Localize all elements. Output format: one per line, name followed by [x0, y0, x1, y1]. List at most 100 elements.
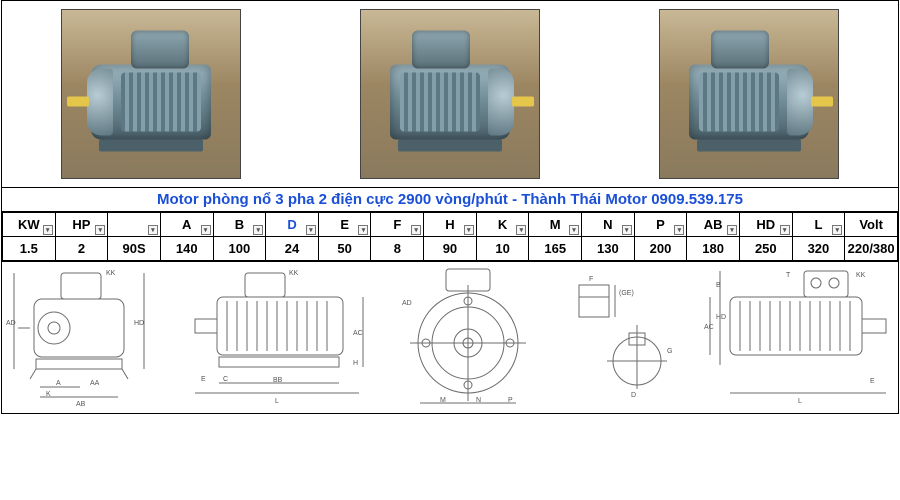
col-header[interactable]: B▾	[213, 213, 266, 237]
svg-text:AC: AC	[704, 324, 714, 331]
col-header[interactable]: AB ▾	[687, 213, 740, 237]
svg-text:G: G	[667, 348, 672, 355]
svg-text:D: D	[631, 392, 636, 399]
cell-value: 100	[213, 237, 266, 261]
svg-text:A: A	[56, 380, 61, 387]
filter-dropdown-icon[interactable]: ▾	[516, 225, 526, 235]
cell-value: 220/380	[845, 237, 898, 261]
col-label: A	[182, 217, 191, 232]
photo-row	[2, 1, 898, 188]
svg-text:L: L	[798, 398, 802, 405]
svg-text:AD: AD	[6, 320, 16, 327]
filter-dropdown-icon[interactable]: ▾	[674, 225, 684, 235]
filter-dropdown-icon[interactable]: ▾	[622, 225, 632, 235]
svg-text:E: E	[870, 378, 875, 385]
col-header[interactable]: H▾	[424, 213, 477, 237]
col-header[interactable]: E▾	[318, 213, 371, 237]
svg-text:AD: AD	[402, 300, 412, 307]
col-label: D	[287, 217, 296, 232]
svg-text:B: B	[716, 282, 721, 289]
col-header[interactable]: ▾	[108, 213, 161, 237]
col-header[interactable]: HD ▾	[739, 213, 792, 237]
svg-text:C: C	[223, 376, 228, 383]
col-label: H	[445, 217, 454, 232]
filter-dropdown-icon[interactable]: ▾	[201, 225, 211, 235]
col-header[interactable]: KW▾	[3, 213, 56, 237]
filter-dropdown-icon[interactable]: ▾	[780, 225, 790, 235]
page-title: Motor phòng nổ 3 pha 2 điện cực 2900 vòn…	[2, 188, 898, 212]
col-header[interactable]: HP ▾	[55, 213, 108, 237]
cell-value: 250	[739, 237, 792, 261]
spec-value-row: 1.5290S140100245089010165130200180250320…	[3, 237, 898, 261]
diagram-side-foot: AAA KAB ADHD KK	[6, 265, 156, 410]
col-label: P	[656, 217, 665, 232]
col-label: AB	[704, 217, 723, 232]
product-photo-3	[659, 9, 839, 179]
svg-text:AB: AB	[76, 401, 86, 408]
filter-dropdown-icon[interactable]: ▾	[306, 225, 316, 235]
svg-text:KK: KK	[289, 270, 299, 277]
cell-value: 90S	[108, 237, 161, 261]
svg-text:L: L	[275, 398, 279, 405]
filter-dropdown-icon[interactable]: ▾	[727, 225, 737, 235]
svg-text:AC: AC	[353, 330, 363, 337]
col-header[interactable]: K▾	[476, 213, 529, 237]
col-label: F	[393, 217, 401, 232]
product-photo-1	[61, 9, 241, 179]
col-label: K	[498, 217, 507, 232]
diagram-side-long: E C BB L AC H KK	[183, 265, 373, 410]
col-label: N	[603, 217, 612, 232]
cell-value: 165	[529, 237, 582, 261]
filter-dropdown-icon[interactable]: ▾	[95, 225, 105, 235]
col-header[interactable]: L▾	[792, 213, 845, 237]
cell-value: 24	[266, 237, 319, 261]
cell-value: 8	[371, 237, 424, 261]
diagram-flange: MNP AD	[400, 265, 540, 410]
cell-value: 320	[792, 237, 845, 261]
col-header[interactable]: D▾	[266, 213, 319, 237]
svg-text:E: E	[201, 376, 206, 383]
svg-text:BB: BB	[273, 377, 283, 384]
col-header[interactable]: Volt	[845, 213, 898, 237]
col-label: HP	[72, 217, 90, 232]
cell-value: 1.5	[3, 237, 56, 261]
col-label: L	[814, 217, 822, 232]
filter-dropdown-icon[interactable]: ▾	[832, 225, 842, 235]
cell-value: 2	[55, 237, 108, 261]
svg-text:HD: HD	[134, 320, 144, 327]
col-label: B	[235, 217, 244, 232]
svg-text:P: P	[508, 397, 513, 404]
col-header[interactable]: P▾	[634, 213, 687, 237]
cell-value: 50	[318, 237, 371, 261]
col-label: E	[340, 217, 349, 232]
svg-text:T: T	[786, 272, 791, 279]
filter-dropdown-icon[interactable]: ▾	[358, 225, 368, 235]
filter-dropdown-icon[interactable]: ▾	[411, 225, 421, 235]
svg-text:H: H	[353, 360, 358, 367]
filter-dropdown-icon[interactable]: ▾	[464, 225, 474, 235]
spec-sheet: Motor phòng nổ 3 pha 2 điện cực 2900 vòn…	[1, 0, 899, 414]
col-header[interactable]: F▾	[371, 213, 424, 237]
col-label: HD	[756, 217, 775, 232]
col-header[interactable]: A▾	[160, 213, 213, 237]
filter-dropdown-icon[interactable]: ▾	[43, 225, 53, 235]
col-label: M	[550, 217, 561, 232]
svg-text:KK: KK	[106, 270, 116, 277]
diagram-row: AAA KAB ADHD KK	[2, 261, 898, 413]
filter-dropdown-icon[interactable]: ▾	[569, 225, 579, 235]
filter-dropdown-icon[interactable]: ▾	[253, 225, 263, 235]
svg-text:K: K	[46, 391, 51, 398]
cell-value: 180	[687, 237, 740, 261]
cell-value: 130	[582, 237, 635, 261]
cell-value: 10	[476, 237, 529, 261]
svg-text:KK: KK	[856, 272, 866, 279]
col-label: KW	[18, 217, 40, 232]
spec-header-row: KW▾HP▾▾A▾B▾D▾E▾F▾H▾K▾M▾N▾P▾AB▾HD▾L▾Volt	[3, 213, 898, 237]
spec-table: KW▾HP▾▾A▾B▾D▾E▾F▾H▾K▾M▾N▾P▾AB▾HD▾L▾Volt …	[2, 212, 898, 261]
col-header[interactable]: M▾	[529, 213, 582, 237]
svg-text:AA: AA	[90, 380, 100, 387]
svg-text:M: M	[440, 397, 446, 404]
col-header[interactable]: N▾	[582, 213, 635, 237]
diagram-shaft: F(GE) GD	[567, 265, 677, 410]
filter-dropdown-icon[interactable]: ▾	[148, 225, 158, 235]
